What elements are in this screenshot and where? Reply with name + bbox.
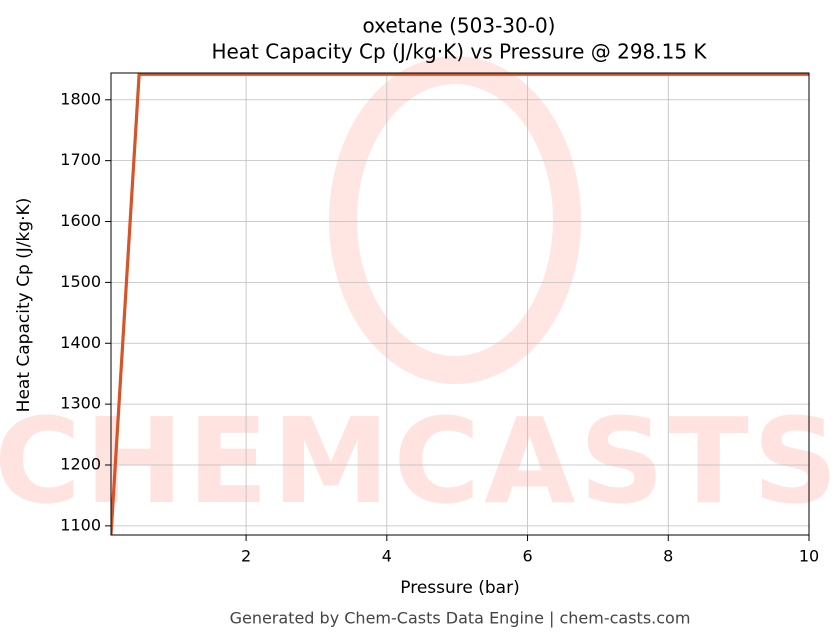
watermark-logo — [329, 56, 581, 384]
x-tick-label: 2 — [241, 547, 251, 566]
plot-frame — [110, 72, 810, 536]
y-tick-label: 1700 — [60, 150, 101, 169]
y-axis-label: Heat Capacity Cp (J/kg·K) — [14, 198, 34, 413]
y-tick-label: 1100 — [60, 515, 101, 534]
y-tick-label: 1200 — [60, 455, 101, 474]
y-tick-label: 1300 — [60, 394, 101, 413]
y-tick-label: 1400 — [60, 333, 101, 352]
x-tick-label: 4 — [382, 547, 392, 566]
x-tick-label: 8 — [663, 547, 673, 566]
chart-title: oxetane (503-30-0) — [363, 14, 556, 38]
x-axis-label: Pressure (bar) — [400, 578, 519, 598]
y-tick-label: 1500 — [60, 272, 101, 291]
y-tick-label: 1800 — [60, 89, 101, 108]
watermark: CHEMCASTS — [0, 392, 836, 530]
chart-subtitle: Heat Capacity Cp (J/kg·K) vs Pressure @ … — [211, 40, 707, 64]
y-tick-label: 1600 — [60, 211, 101, 230]
x-tick-label: 6 — [522, 547, 532, 566]
footer: Generated by Chem-Casts Data Engine | ch… — [230, 609, 691, 628]
data-line — [111, 73, 809, 535]
x-tick-label: 10 — [799, 547, 819, 566]
